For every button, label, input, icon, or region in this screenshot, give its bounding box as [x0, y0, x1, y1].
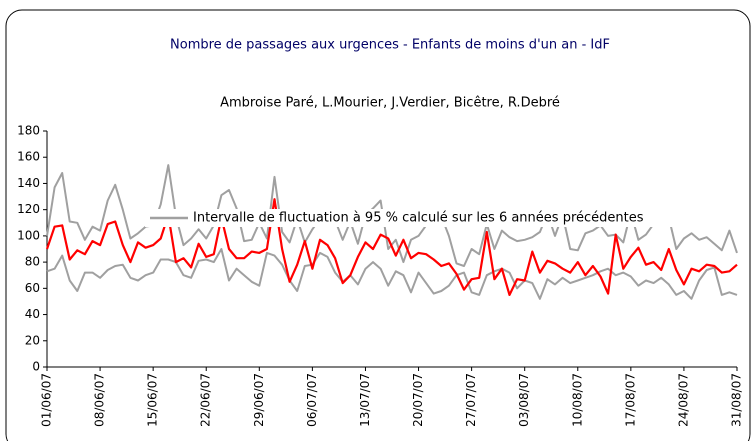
x-tick-label: 29/06/07: [252, 373, 266, 427]
x-tick-label: 27/07/07: [464, 373, 478, 427]
x-tick-label: 17/08/07: [623, 373, 637, 427]
x-tick-label: 08/06/07: [93, 373, 107, 427]
y-tick-label: 0: [32, 360, 40, 374]
y-tick-label: 140: [17, 176, 40, 190]
chart-title: Nombre de passages aux urgences - Enfant…: [170, 38, 610, 53]
legend-label: Intervalle de fluctuation à 95 % calculé…: [193, 211, 644, 226]
y-tick-label: 20: [25, 333, 40, 347]
x-tick-label: 13/07/07: [358, 373, 372, 427]
x-tick-label: 15/06/07: [146, 373, 160, 427]
x-tick-label: 20/07/07: [411, 373, 425, 427]
x-tick-label: 01/06/07: [40, 373, 54, 427]
y-tick-label: 60: [25, 281, 40, 295]
y-tick-label: 80: [25, 255, 40, 269]
series-line: [45, 198, 738, 296]
y-tick-label: 160: [17, 150, 40, 164]
y-tick-label: 40: [25, 307, 40, 321]
chart-subtitle: Ambroise Paré, L.Mourier, J.Verdier, Bic…: [220, 96, 560, 111]
y-tick-label: 100: [17, 228, 40, 242]
x-tick-label: 06/07/07: [305, 373, 319, 427]
legend-bg: [145, 209, 677, 227]
x-tick-label: 03/08/07: [517, 373, 531, 427]
x-tick-label: 24/08/07: [676, 373, 690, 427]
x-tick-label: 22/06/07: [199, 373, 213, 427]
x-tick-label: 10/08/07: [570, 373, 584, 427]
y-tick-label: 180: [17, 124, 40, 138]
y-tick-label: 120: [17, 202, 40, 216]
x-tick-label: 31/08/07: [730, 373, 744, 427]
series-line: [46, 248, 738, 300]
